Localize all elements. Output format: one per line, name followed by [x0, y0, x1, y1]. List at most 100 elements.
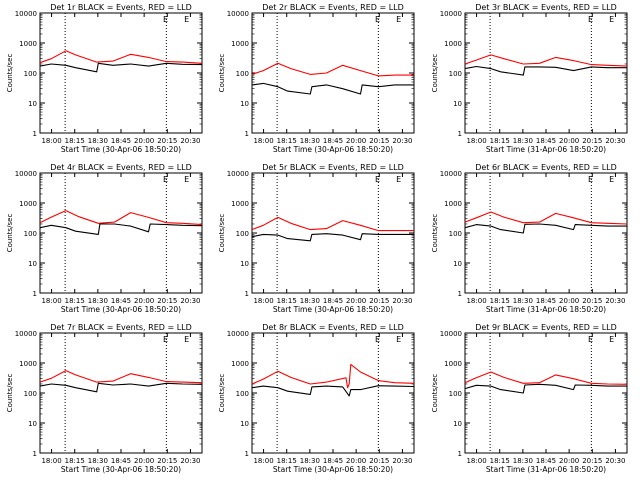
y-tick-label: 10: [28, 260, 37, 268]
y-tick-label: 100: [449, 70, 462, 78]
y-axis-label: Counts/sec: [6, 54, 14, 93]
chart-title: Det 2r BLACK = Events, RED = LLD: [262, 3, 404, 12]
event-marker: E: [396, 15, 401, 24]
x-tick-label: 20:15: [582, 137, 602, 145]
x-tick-label: 20:15: [157, 457, 177, 465]
y-tick-label: 1: [458, 450, 462, 458]
event-marker: E: [375, 15, 380, 24]
y-tick-label: 10: [240, 100, 249, 108]
y-tick-label: 10000: [227, 10, 249, 18]
event-marker: E: [184, 175, 189, 184]
x-tick-label: 20:15: [582, 457, 602, 465]
x-tick-label: 18:30: [88, 297, 108, 305]
chart-panel: Det 1r BLACK = Events, RED = LLD 1 10 100 10…: [6, 3, 203, 154]
chart-title: Det 8r BLACK = Events, RED = LLD: [262, 323, 404, 332]
plot-frame: [251, 12, 415, 134]
x-axis-label: Start Time (31-Apr-06 18:50:20): [486, 465, 606, 474]
x-tick-label: 18:00: [253, 137, 273, 145]
plot-frame: [251, 332, 415, 454]
chart-title: Det 4r BLACK = Events, RED = LLD: [50, 163, 192, 172]
lld-series-line: [251, 216, 414, 232]
y-tick-label: 1000: [231, 200, 249, 208]
y-tick-label: 10: [453, 100, 462, 108]
plot-frame: [251, 172, 415, 294]
y-tick-label: 1000: [19, 360, 37, 368]
y-tick-label: 1: [245, 290, 249, 298]
chart-panel: Det 2r BLACK = Events, RED = LLD 1 10 100 10…: [218, 3, 415, 154]
x-tick-label: 18:30: [513, 137, 533, 145]
event-marker: E: [609, 15, 614, 24]
x-tick-label: 18:45: [111, 457, 131, 465]
x-tick-label: 20:30: [392, 297, 412, 305]
y-tick-label: 1000: [19, 200, 37, 208]
x-tick-label: 18:30: [300, 297, 320, 305]
x-tick-label: 18:45: [111, 297, 131, 305]
x-tick-label: 18:00: [466, 137, 486, 145]
x-tick-label: 18:15: [490, 297, 510, 305]
x-tick-label: 18:15: [490, 457, 510, 465]
y-tick-label: 100: [449, 230, 462, 238]
event-marker: E: [163, 175, 168, 184]
events-series-line: [39, 382, 203, 393]
y-tick-label: 100: [449, 390, 462, 398]
x-tick-label: 20:15: [369, 137, 389, 145]
y-axis-label: Counts/sec: [431, 214, 439, 253]
y-tick-label: 10: [453, 260, 462, 268]
y-tick-label: 10: [240, 420, 249, 428]
event-marker: E: [184, 15, 189, 24]
x-tick-label: 20:00: [134, 457, 154, 465]
lld-series-line: [464, 371, 628, 385]
y-tick-label: 10000: [440, 10, 462, 18]
y-tick-label: 10000: [15, 170, 37, 178]
x-axis-label: Start Time (31-Apr-06 18:50:20): [486, 305, 606, 314]
chart-title: Det 6r BLACK = Events, RED = LLD: [475, 163, 617, 172]
lld-series-line: [464, 54, 628, 67]
event-marker: E: [588, 15, 593, 24]
x-axis-label: Start Time (30-Apr-06 18:50:20): [61, 305, 181, 314]
chart-title: Det 3r BLACK = Events, RED = LLD: [475, 3, 617, 12]
x-tick-label: 20:00: [134, 297, 154, 305]
event-marker: E: [609, 335, 614, 344]
events-series-line: [251, 82, 414, 95]
x-tick-label: 20:30: [180, 297, 200, 305]
x-axis-label: Start Time (30-Apr-06 18:50:20): [273, 465, 393, 474]
y-tick-label: 1000: [444, 40, 462, 48]
events-series-line: [251, 233, 414, 242]
x-tick-label: 20:15: [582, 297, 602, 305]
chart-panel: Det 3r BLACK = Events, RED = LLD 1 10 100 10…: [431, 3, 628, 154]
event-marker: E: [163, 335, 168, 344]
y-tick-label: 100: [24, 230, 37, 238]
x-tick-label: 18:30: [513, 297, 533, 305]
event-marker: E: [184, 335, 189, 344]
lld-series-line: [251, 62, 414, 77]
y-tick-label: 10000: [227, 330, 249, 338]
x-tick-label: 20:15: [157, 137, 177, 145]
x-axis-label: Start Time (31-Apr-06 18:50:20): [486, 145, 606, 154]
x-axis-label: Start Time (30-Apr-06 18:50:20): [61, 145, 181, 154]
y-tick-label: 100: [24, 70, 37, 78]
x-tick-label: 18:15: [65, 297, 85, 305]
x-tick-label: 18:15: [65, 457, 85, 465]
x-tick-label: 20:30: [392, 137, 412, 145]
x-tick-label: 20:15: [157, 297, 177, 305]
y-tick-label: 10000: [440, 330, 462, 338]
x-tick-label: 20:30: [392, 457, 412, 465]
x-tick-label: 18:30: [88, 457, 108, 465]
plot-frame: [39, 332, 203, 454]
x-tick-label: 18:45: [323, 297, 343, 305]
events-series-line: [464, 65, 627, 76]
plot-frame: [39, 172, 203, 294]
y-tick-label: 1: [33, 130, 37, 138]
y-axis-label: Counts/sec: [6, 374, 14, 413]
y-tick-label: 10: [240, 260, 249, 268]
y-tick-label: 1000: [444, 360, 462, 368]
events-series-line: [464, 383, 627, 394]
x-tick-label: 20:30: [605, 457, 625, 465]
x-tick-label: 18:00: [41, 457, 61, 465]
events-series-line: [39, 62, 203, 73]
x-tick-label: 18:15: [277, 137, 297, 145]
x-tick-label: 20:00: [134, 137, 154, 145]
lld-series-line: [39, 210, 203, 226]
y-tick-label: 10000: [15, 330, 37, 338]
x-axis-label: Start Time (30-Apr-06 18:50:20): [273, 145, 393, 154]
